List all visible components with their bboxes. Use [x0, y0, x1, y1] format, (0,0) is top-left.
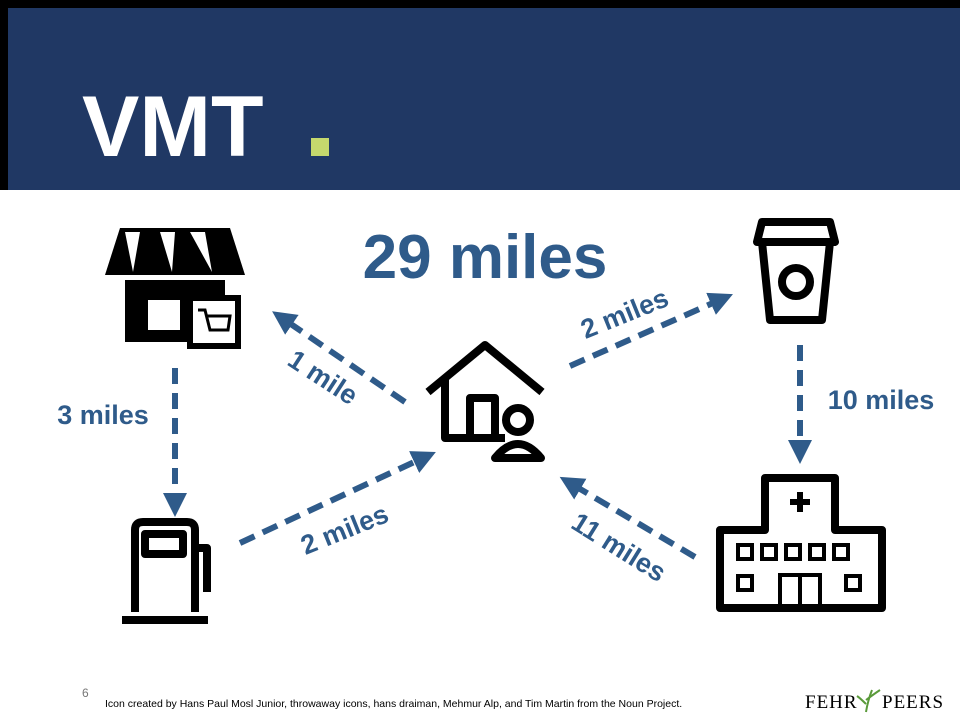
home-icon [425, 341, 545, 462]
trip-label: 11 miles [566, 507, 671, 588]
trip-label: 1 mile [283, 344, 364, 411]
trip-label: 10 miles [828, 385, 935, 415]
slide-number: 6 [82, 686, 89, 700]
hospital-icon [716, 474, 886, 612]
logo-left: FEHR [805, 692, 858, 713]
total: 29 miles [363, 223, 608, 292]
top-border [0, 0, 960, 8]
arrow [238, 451, 436, 546]
title-accent [311, 138, 329, 156]
credit: Icon created by Hans Paul Mosl Junior, t… [105, 698, 682, 710]
trip-label: 3 miles [57, 400, 149, 430]
left-border [0, 0, 8, 190]
logo-right: PEERS [882, 692, 944, 713]
cup-icon [753, 218, 839, 324]
arrow [568, 292, 733, 369]
title: VMT [82, 79, 264, 175]
header-band [8, 8, 960, 190]
gas-icon [122, 518, 211, 624]
logo-leaf [856, 689, 881, 713]
store-icon [105, 228, 245, 349]
